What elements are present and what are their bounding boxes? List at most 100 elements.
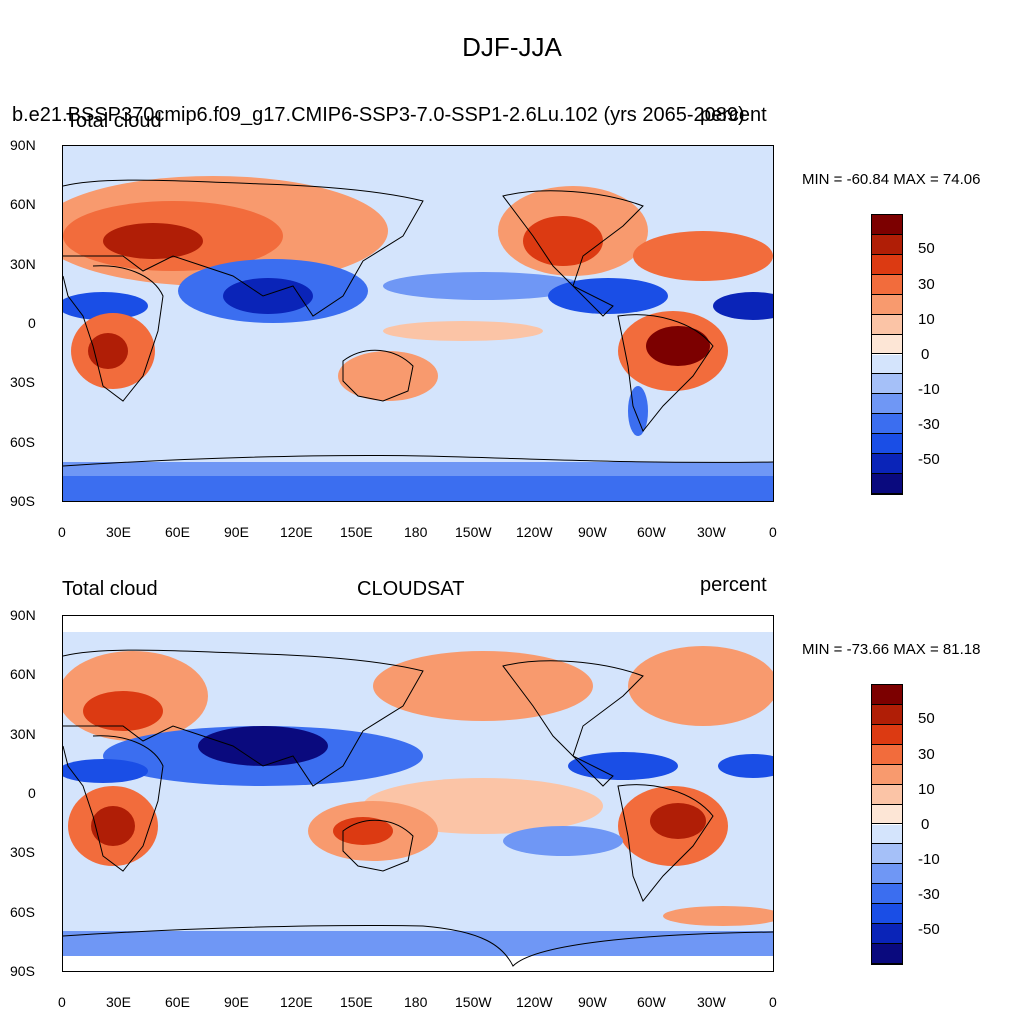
panel1-africa-sahel-cool [63,292,148,320]
panel2-colorbar-label: -30 [918,886,940,903]
colorbar-swatch [872,804,902,825]
panel2-lon-label: 120W [516,994,553,1010]
colorbar-swatch [872,394,902,415]
panel1-south-africa-core [88,333,128,369]
panel2-lon-label: 60E [165,994,190,1010]
panel1-caribbean-cool [548,278,668,314]
panel1-lat-label: 90S [10,493,35,509]
panel2-colorbar-label: -50 [918,921,940,938]
panel1-lat-label: 90N [10,137,36,153]
panel1-colorbar-label: 30 [918,276,935,293]
colorbar-swatch [872,334,902,355]
panel2-lat-label: 60S [10,904,35,920]
panel2-southern-warm [663,906,773,926]
panel1-lat-label: 60N [10,196,36,212]
colorbar-swatch [872,744,902,765]
colorbar-swatch [872,704,902,725]
colorbar-swatch [872,884,902,905]
panel1-npacific-cool [383,272,583,300]
colorbar-swatch [872,904,902,925]
panel2-field [63,616,773,971]
panel1-lon-label: 0 [769,524,777,540]
colorbar-swatch [872,254,902,275]
colorbar-swatch [872,864,902,885]
panel1-lon-label: 0 [58,524,66,540]
colorbar-swatch [872,824,902,845]
panel2-colorbar-label: 10 [918,781,935,798]
colorbar-swatch [872,414,902,435]
panel2-lon-label: 150E [340,994,373,1010]
panel2-lon-label: 180 [404,994,428,1010]
panel1-lon-label: 120W [516,524,553,540]
panel2-samerica-coast [617,784,714,902]
panel2-coastlines [63,649,773,967]
panel2-africa-coast [63,735,164,872]
panel1-minmax: MIN = -60.84 MAX = 74.06 [802,171,981,188]
panel1-andes-cool [628,386,648,436]
panel2-missing-top [63,616,773,632]
panel1-atlantic-itcz-cool [713,292,773,320]
panel2-npacific-warm [373,651,593,721]
panel1-field [63,146,773,501]
panel2-lat-label: 30N [10,726,36,742]
panel1-colorbar-label: -50 [918,451,940,468]
panel1-lat-label: 0 [28,315,36,331]
panel2-lat-label: 60N [10,666,36,682]
panel1-variable-title: Total cloud [66,110,162,132]
panel1-case-title: b.e21.BSSP370cmip6.f09_g17.CMIP6-SSP3-7.… [12,104,745,126]
panel1-africa-coast [63,265,164,402]
panel2-lon-label: 0 [58,994,66,1010]
panel1-lon-label: 60W [637,524,666,540]
panel1-namerica-coast [502,190,644,317]
panel1-antarctic-core [63,476,773,501]
panel1-samerica-coast [617,314,714,432]
panel1-natlantic-warm [633,231,773,281]
panel2-antarctic-band [63,931,773,956]
panel2-sepacific-cool [503,826,623,856]
colorbar-swatch [872,294,902,315]
panel2-lon-label: 120E [280,994,313,1010]
panel2-lat-label: 30S [10,844,35,860]
colorbar-swatch [872,434,902,455]
panel2-lat-label: 90S [10,963,35,979]
panel1-lat-label: 30S [10,374,35,390]
panel1-coastlines [63,179,773,467]
colorbar-swatch [872,474,902,494]
panel2-sahel-cool [63,759,148,783]
panel2-lon-label: 30E [106,994,131,1010]
panel2-lon-label: 30W [697,994,726,1010]
panel1-colorbar-label: 50 [918,240,935,257]
panel1-antarctica-coast [63,454,773,467]
panel2-lon-label: 0 [769,994,777,1010]
colorbar-swatch [872,844,902,865]
panel2-europe-core [83,691,163,731]
panel2-lat-label: 0 [28,785,36,801]
panel2-samerica-core [650,803,706,839]
panel1-colorbar-label: -10 [918,381,940,398]
panel2-lon-label: 90W [578,994,607,1010]
panel2-source-title: CLOUDSAT [357,578,465,600]
panel2-units-title: percent [700,574,767,596]
colorbar-swatch [872,724,902,745]
panel1-map [62,145,774,502]
panel1-eurasia-peak [103,223,203,259]
panel2-lat-label: 90N [10,607,36,623]
panel2-lon-label: 90E [224,994,249,1010]
panel2-australia-core [333,817,393,845]
panel1-units-title: percent [700,104,767,126]
panel2-missing-band [63,956,773,971]
panel1-lon-label: 180 [404,524,428,540]
panel2-southasia-core [198,726,328,766]
panel1-colorbar-label: -30 [918,416,940,433]
colorbar-swatch [872,374,902,395]
panel2-colorbar-label: 30 [918,746,935,763]
panel2-lon-label: 150W [455,994,492,1010]
panel1-eurasia-coast [63,179,424,317]
panel2-lon-label: 60W [637,994,666,1010]
panel1-lon-label: 120E [280,524,313,540]
panel2-atlantic-cool [718,754,773,778]
panel1-colorbar [871,214,903,495]
panel1-lon-label: 90E [224,524,249,540]
colorbar-swatch [872,944,902,964]
panel1-lon-label: 60E [165,524,190,540]
